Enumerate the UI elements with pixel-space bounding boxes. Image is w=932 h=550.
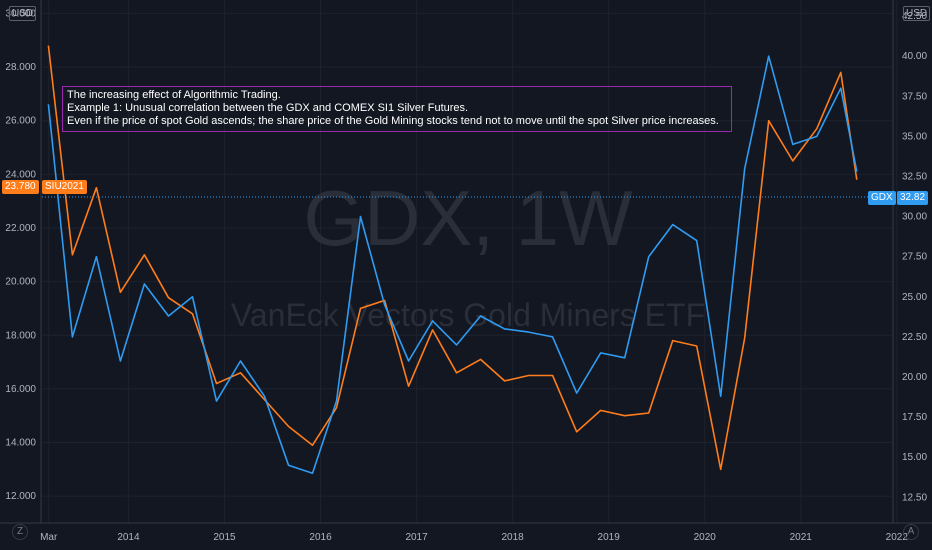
gdx-last-value-badge: 32.82 — [897, 191, 929, 205]
right-axis-tick-label: 40.00 — [902, 51, 927, 62]
gridlines — [42, 0, 898, 523]
x-axis-tick-label: 2021 — [790, 532, 813, 543]
annotation-line-2: Example 1: Unusual correlation between t… — [67, 102, 469, 114]
annotation-line-1: The increasing effect of Algorithmic Tra… — [67, 89, 281, 101]
right-axis[interactable]: 42.50 40.00 37.50 35.00 32.50 30.00 27.50 25.00… — [902, 11, 927, 503]
right-axis-tick-label: 32.50 — [902, 171, 927, 182]
silver-series-badge: SIU2021 — [42, 180, 87, 194]
x-axis-tick-label: 2017 — [405, 532, 428, 543]
x-axis-tick-label: 2014 — [117, 532, 140, 543]
left-axis-tick-label: 14.000 — [5, 438, 36, 449]
x-axis-tick-label: 2019 — [598, 532, 621, 543]
right-axis-tick-label: 22.50 — [902, 332, 927, 343]
left-currency-label[interactable]: USD — [9, 6, 37, 21]
right-axis-tick-label: 42.50 — [902, 11, 927, 22]
right-axis-tick-label: 27.50 — [902, 252, 927, 263]
x-axis-tick-label: 2018 — [501, 532, 524, 543]
auto-scale-icon[interactable]: A — [903, 524, 919, 540]
x-axis-tick-label: 2022 — [886, 532, 909, 543]
left-axis-tick-label: 30.000 — [5, 8, 36, 19]
right-axis-tick-label: 25.00 — [902, 292, 927, 303]
left-axis-tick-label: 24.000 — [5, 169, 36, 180]
gdx-series-badge: GDX — [868, 191, 896, 205]
watermark-symbol: GDX, 1W — [303, 174, 633, 262]
right-axis-tick-label: 12.50 — [902, 492, 927, 503]
left-axis-tick-label: 18.000 — [5, 330, 36, 341]
right-axis-tick-label: 20.00 — [902, 372, 927, 383]
left-axis[interactable]: 30.000 28.000 26.000 24.000 22.000 20.000 18.0… — [5, 8, 36, 502]
silver-last-value-badge: 23.780 — [2, 180, 39, 194]
x-axis-tick-label: 2020 — [694, 532, 717, 543]
left-axis-tick-label: 20.000 — [5, 277, 36, 288]
right-axis-tick-label: 15.00 — [902, 452, 927, 463]
right-axis-tick-label: 37.50 — [902, 91, 927, 102]
left-axis-tick-label: 28.000 — [5, 62, 36, 73]
left-axis-tick-label: 22.000 — [5, 223, 36, 234]
left-axis-tick-label: 26.000 — [5, 116, 36, 127]
annotation-box[interactable]: The increasing effect of Algorithmic Tra… — [62, 86, 732, 132]
watermark-name: VanEck Vectors Gold Miners ETF — [231, 297, 705, 333]
zoom-icon[interactable]: Z — [12, 524, 28, 540]
right-axis-tick-label: 30.00 — [902, 212, 927, 223]
left-axis-tick-label: 12.000 — [5, 491, 36, 502]
annotation-line-3: Even if the price of spot Gold ascends; … — [67, 115, 719, 127]
right-axis-tick-label: 17.50 — [902, 412, 927, 423]
right-currency-label[interactable]: USD — [903, 6, 931, 21]
x-axis-tick-label: 2016 — [309, 532, 332, 543]
x-axis-tick-label: Mar — [40, 532, 58, 543]
right-axis-tick-label: 35.00 — [902, 131, 927, 142]
x-axis-tick-label: 2015 — [213, 532, 236, 543]
series-layer — [47, 45, 858, 475]
left-axis-tick-label: 16.000 — [5, 384, 36, 395]
x-axis[interactable]: Mar 2014 2015 2016 2017 2018 2019 2020 2021 2022 — [40, 532, 908, 543]
series-line-gdx[interactable] — [47, 55, 858, 475]
